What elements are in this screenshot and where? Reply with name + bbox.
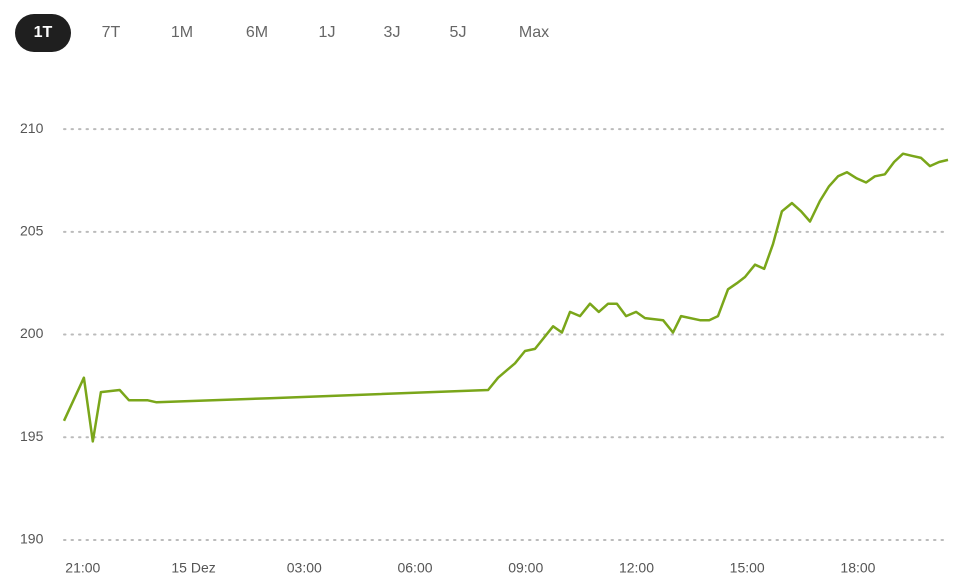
y-tick-label: 195 [20,428,44,444]
x-tick-label: 15:00 [730,560,765,576]
x-tick-label: 03:00 [287,560,322,576]
y-tick-label: 205 [20,223,44,239]
range-button[interactable]: 1T [34,24,53,41]
y-tick-label: 210 [20,120,44,136]
y-tick-label: 200 [20,325,44,341]
range-button[interactable]: 1M [171,24,193,41]
range-button[interactable]: 5J [450,24,467,41]
range-button[interactable]: 3J [384,24,401,41]
x-tick-label: 21:00 [65,560,100,576]
x-tick-label: 12:00 [619,560,654,576]
x-tick-label: 15 Dez [171,560,215,576]
range-button[interactable]: 7T [102,24,121,41]
x-tick-label: 06:00 [397,560,432,576]
range-button[interactable]: 6M [246,24,268,41]
range-button[interactable]: 1J [319,24,336,41]
price-line [62,152,949,443]
range-button-bg[interactable] [15,14,71,52]
y-tick-label: 190 [20,531,44,547]
x-tick-label: 18:00 [840,560,875,576]
x-tick-label: 09:00 [508,560,543,576]
range-button[interactable]: Max [519,24,549,41]
